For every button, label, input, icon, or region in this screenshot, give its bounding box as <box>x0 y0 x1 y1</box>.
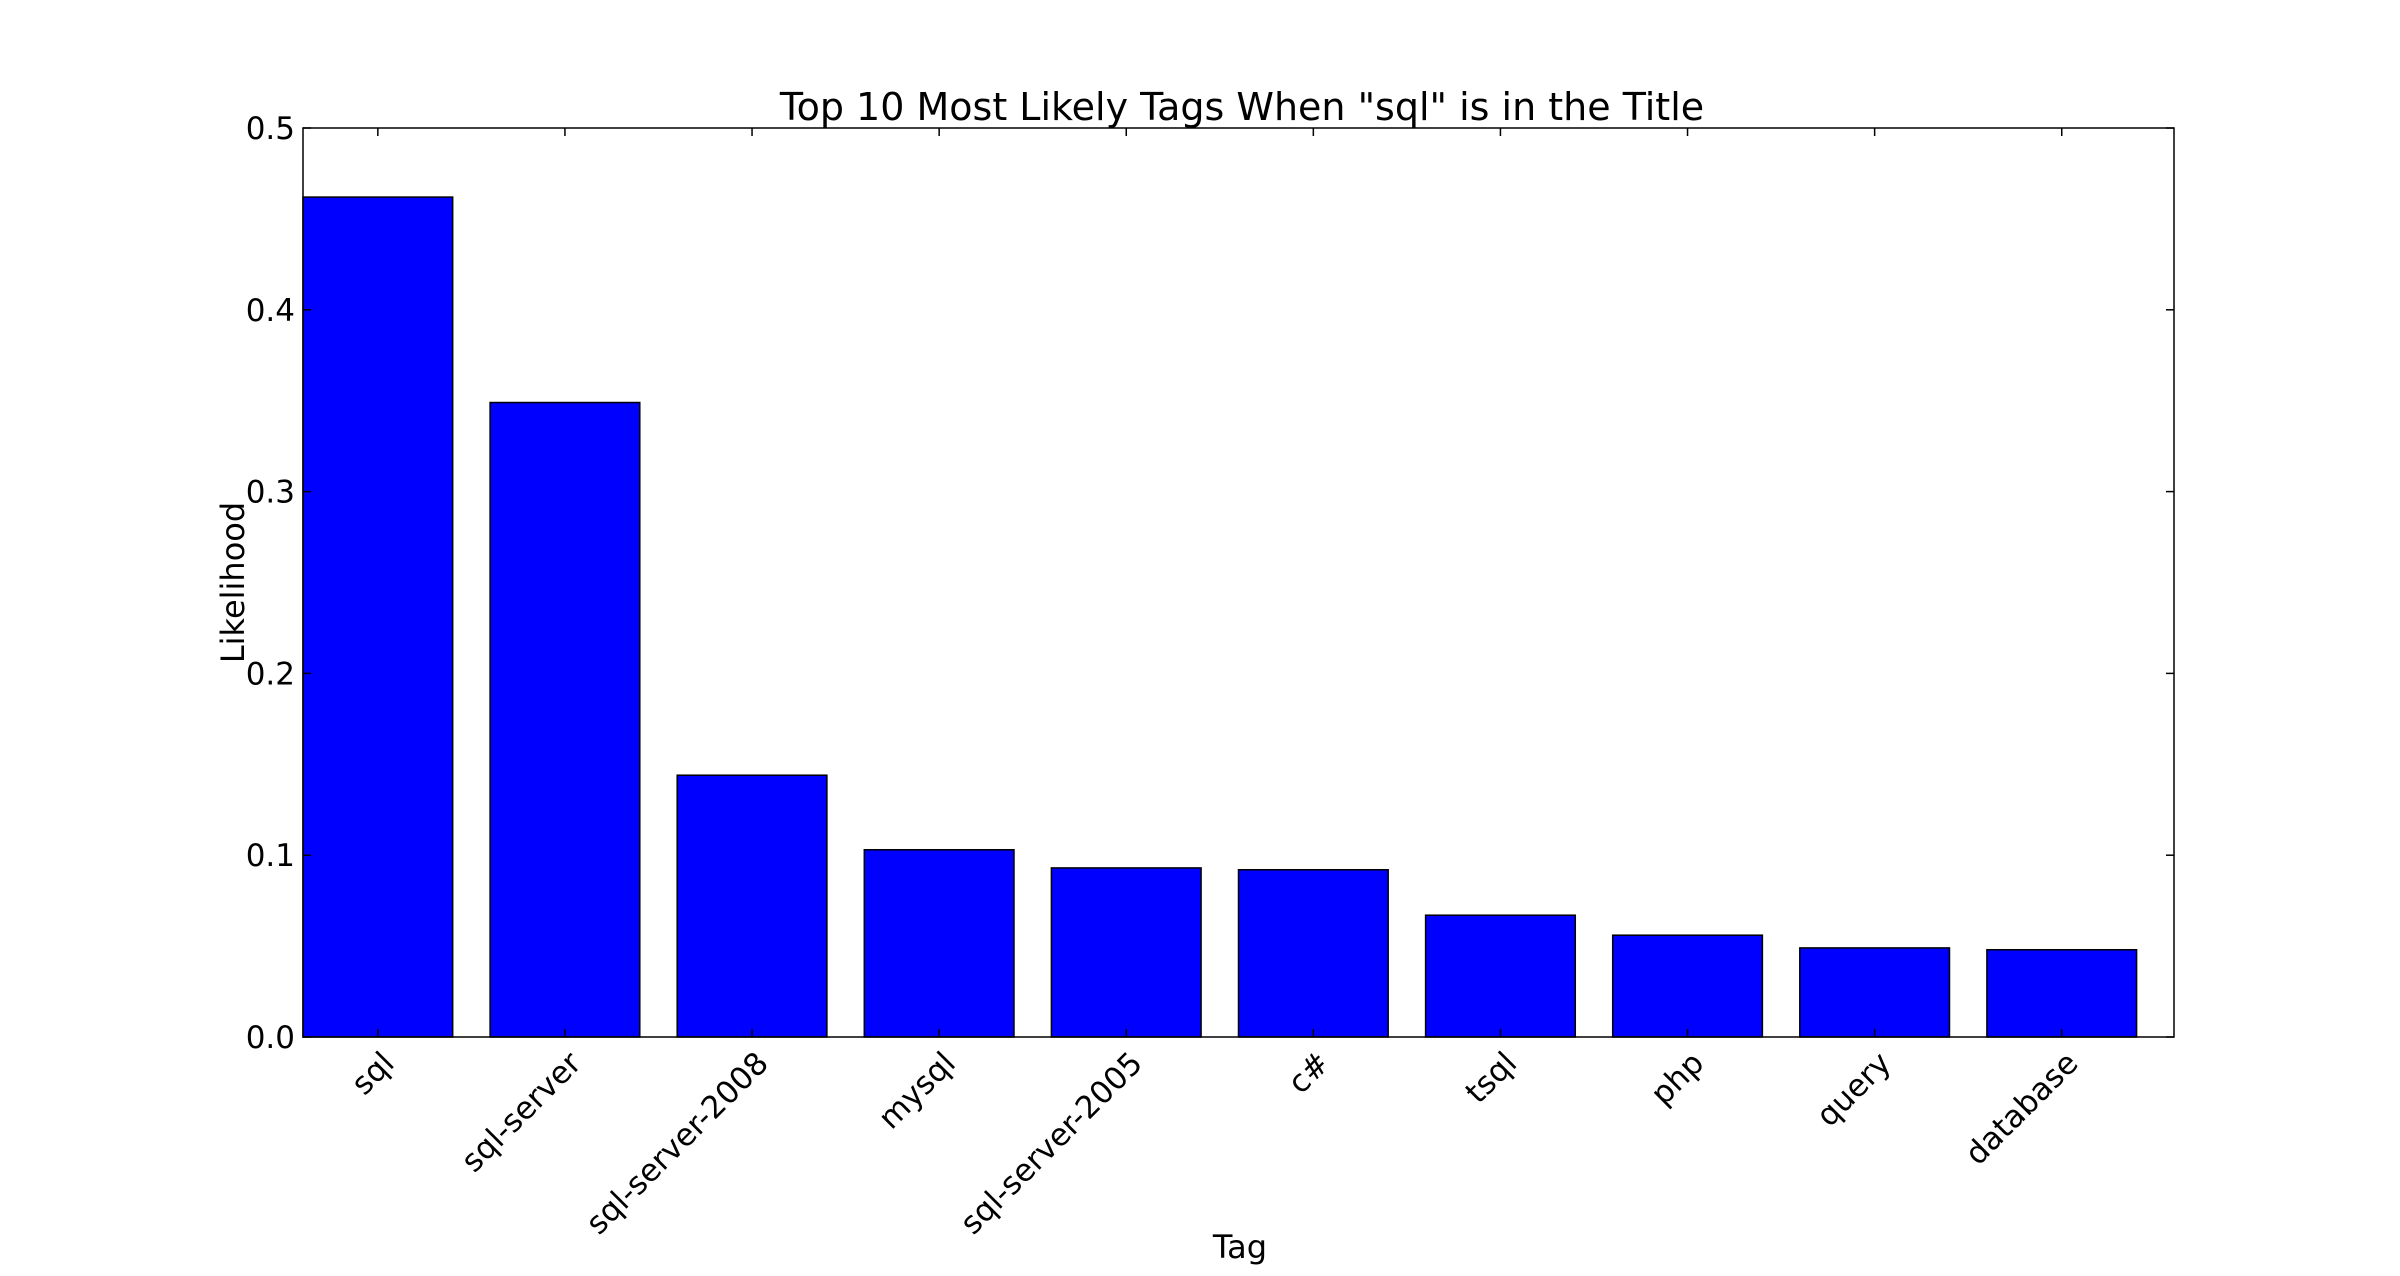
bar-query <box>1799 947 1951 1038</box>
y-axis-label: Likelihood <box>214 502 252 663</box>
x-axis-label: Tag <box>1212 1228 1267 1266</box>
y-tick-label: 0.4 <box>246 293 295 329</box>
x-tick-label: mysql <box>872 1045 963 1136</box>
x-tick-label: sql-server-2008 <box>579 1045 775 1241</box>
x-tick-label: php <box>1644 1045 1711 1112</box>
bar-sql-server-2005 <box>1050 867 1202 1038</box>
x-tick-label: database <box>1958 1045 2085 1172</box>
bar-c# <box>1237 868 1389 1038</box>
y-tick-label: 0.3 <box>246 475 295 511</box>
x-tick-label: sql-server-2005 <box>953 1045 1149 1241</box>
y-tick-label: 0.0 <box>246 1020 295 1056</box>
bar-php <box>1611 934 1764 1038</box>
x-tick-label: sql-server <box>454 1045 588 1179</box>
x-tick-label: tsql <box>1459 1045 1524 1110</box>
bar-sql <box>302 196 454 1038</box>
bar-tsql <box>1424 914 1577 1038</box>
y-tick-label: 0.2 <box>246 656 295 692</box>
y-tick-label: 0.1 <box>246 838 295 874</box>
y-tick-label: 0.5 <box>246 111 295 147</box>
x-tick-label: c# <box>1281 1045 1337 1101</box>
chart-title: Top 10 Most Likely Tags When "sql" is in… <box>779 85 1704 129</box>
bar-sql-server-2008 <box>676 774 828 1038</box>
plot-frame <box>302 127 2175 1038</box>
x-tick-label: sql <box>345 1045 402 1102</box>
x-tick-label: query <box>1810 1045 1899 1134</box>
bar-database <box>1986 948 2138 1038</box>
bar-sql-server <box>489 401 641 1038</box>
bars-layer <box>302 196 2138 1038</box>
bar-mysql <box>863 848 1015 1038</box>
